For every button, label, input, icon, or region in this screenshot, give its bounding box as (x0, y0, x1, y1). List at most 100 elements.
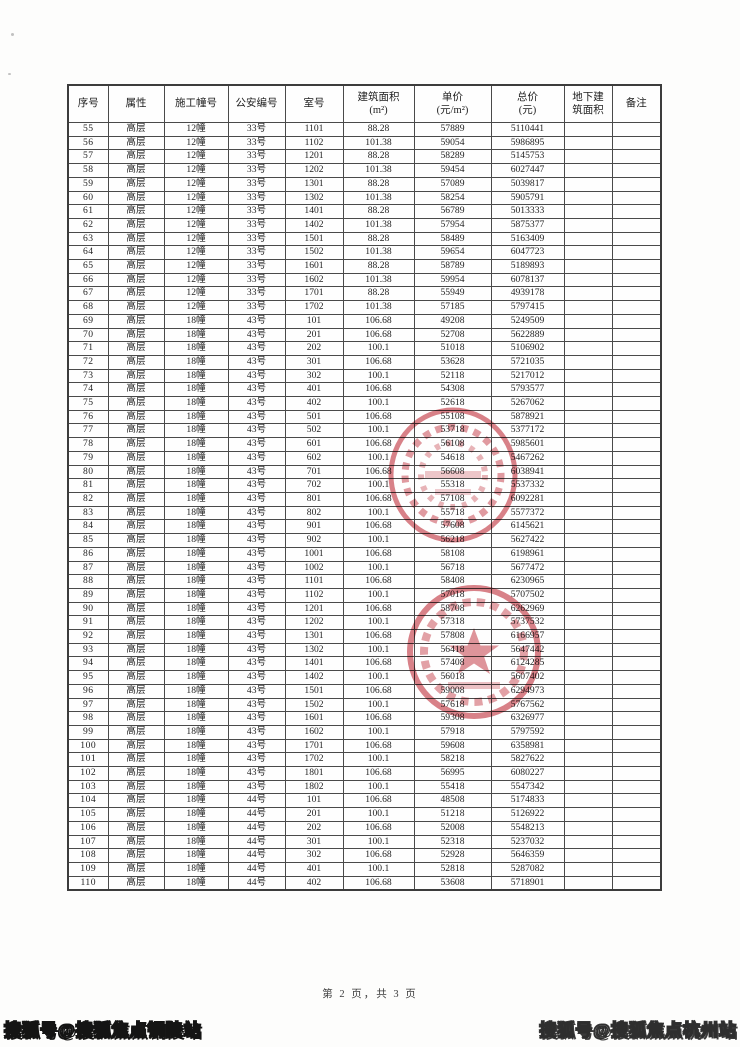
cell: 43号 (227, 656, 286, 672)
cell: 高层 (107, 259, 165, 274)
cell (611, 450, 662, 466)
cell: 89 (67, 587, 109, 603)
cell: 56718 (413, 560, 492, 576)
cell: 6080227 (490, 766, 565, 781)
cell (611, 190, 662, 206)
cell: 71 (67, 341, 109, 356)
cell: 58254 (413, 190, 492, 206)
cell: 18幢 (163, 724, 229, 740)
cell: 54618 (413, 450, 492, 466)
cell: 101.38 (342, 163, 415, 178)
cell (563, 409, 613, 425)
cell (611, 437, 662, 452)
cell: 101.38 (342, 245, 415, 261)
cell: 18幢 (163, 396, 229, 411)
table-row: 90 高层 18幢 43号 1201 106.68 58708 6262969 (67, 601, 662, 617)
cell: 88.28 (342, 231, 415, 247)
cell: 5287082 (490, 861, 565, 877)
cell: 87 (67, 560, 109, 576)
cell: 5547342 (490, 779, 565, 795)
cell: 43号 (227, 779, 286, 795)
cell: 56 (67, 135, 109, 151)
cell: 106.68 (342, 313, 415, 329)
cell: 802 (284, 505, 344, 521)
cell: 77 (67, 423, 109, 439)
cell: 70 (67, 327, 109, 343)
cell (611, 149, 662, 165)
cell: 5647442 (490, 642, 565, 658)
cell: 1601 (284, 711, 344, 726)
table-row: 57 高层 12幢 33号 1201 88.28 58289 5145753 (67, 149, 662, 165)
cell: 62 (67, 217, 109, 233)
cell: 12幢 (163, 149, 229, 165)
cell (563, 875, 613, 891)
cell: 64 (67, 245, 109, 261)
cell: 58408 (413, 574, 492, 589)
cell (563, 245, 613, 261)
cell: 5646359 (490, 848, 565, 863)
cell: 18幢 (163, 683, 229, 699)
cell: 高层 (107, 766, 165, 781)
cell: 57108 (413, 491, 492, 507)
watermark-sohu-hangzhou: 搜狐号@搜狐焦点杭州站 (539, 1020, 737, 1040)
table-row: 104 高层 18幢 44号 101 106.68 48508 5174833 (67, 793, 662, 809)
cell (563, 683, 613, 699)
cell: 高层 (107, 423, 165, 439)
cell: 18幢 (163, 574, 229, 589)
cell: 高层 (107, 300, 165, 315)
cell: 33号 (227, 122, 286, 137)
cell (563, 423, 613, 439)
table-row: 87 高层 18幢 43号 1002 100.1 56718 5677472 (67, 560, 662, 576)
cell: 1402 (284, 670, 344, 685)
cell: 59 (67, 176, 109, 192)
cell: 66 (67, 272, 109, 288)
cell: 43号 (227, 313, 286, 329)
cell (563, 834, 613, 850)
cell: 高层 (107, 176, 165, 192)
table-row: 100 高层 18幢 43号 1701 106.68 59608 6358981 (67, 738, 662, 754)
cell: 55108 (413, 409, 492, 425)
cell: 100.1 (342, 615, 415, 631)
cell: 43号 (227, 697, 286, 713)
cell: 100 (67, 738, 109, 754)
cell: 88.28 (342, 259, 415, 274)
cell (611, 615, 662, 631)
cell: 57089 (413, 176, 492, 192)
cell: 58 (67, 163, 109, 178)
cell (611, 300, 662, 315)
table-row: 96 高层 18幢 43号 1501 106.68 59008 6294973 (67, 683, 662, 699)
cell (611, 519, 662, 535)
cell: 高层 (107, 587, 165, 603)
cell: 18幢 (163, 711, 229, 726)
cell (611, 697, 662, 713)
cell: 43号 (227, 478, 286, 493)
cell: 18幢 (163, 848, 229, 863)
cell: 1702 (284, 752, 344, 768)
cell (563, 505, 613, 521)
table-row: 58 高层 12幢 33号 1202 101.38 59454 6027447 (67, 163, 662, 178)
cell: 55718 (413, 505, 492, 521)
cell: 高层 (107, 354, 165, 370)
cell: 高层 (107, 793, 165, 809)
cell: 57954 (413, 217, 492, 233)
cell: 107 (67, 834, 109, 850)
cell: 6047723 (490, 245, 565, 261)
cell: 106.68 (342, 546, 415, 562)
cell: 5174833 (490, 793, 565, 809)
cell: 57408 (413, 656, 492, 672)
cell: 101.38 (342, 272, 415, 288)
cell: 43号 (227, 766, 286, 781)
cell: 502 (284, 423, 344, 439)
cell: 106.68 (342, 491, 415, 507)
column-header: 室号 (284, 84, 344, 123)
cell (611, 601, 662, 617)
cell: 106 (67, 820, 109, 836)
cell: 5905791 (490, 190, 565, 206)
cell (611, 505, 662, 521)
cell: 83 (67, 505, 109, 521)
cell (611, 848, 662, 863)
cell: 12幢 (163, 231, 229, 247)
scan-speck (8, 73, 11, 75)
cell: 59954 (413, 272, 492, 288)
table-row: 88 高层 18幢 43号 1101 106.68 58408 6230965 (67, 574, 662, 589)
